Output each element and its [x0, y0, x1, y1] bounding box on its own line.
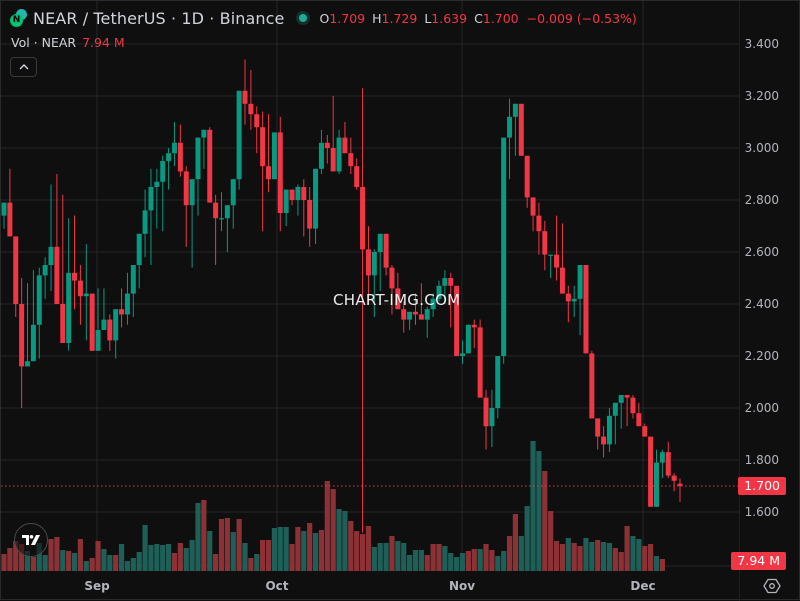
- price-tick-label: 1.600: [744, 505, 779, 519]
- tv-mark-icon: [22, 535, 40, 545]
- last-price-tag: 1.700: [738, 477, 786, 495]
- price-tick-label: 3.400: [744, 37, 779, 51]
- market-status-icon[interactable]: [296, 11, 311, 25]
- volume-value: 7.94 M: [82, 35, 125, 50]
- price-tick-label: 2.600: [744, 245, 779, 259]
- volume-legend: Vol · NEAR 7.94 M: [11, 35, 125, 50]
- high-value: 1.729: [381, 10, 418, 26]
- price-tick-label: 2.000: [744, 401, 779, 415]
- volume-bars: [1, 441, 665, 571]
- ohlc-values: O 1.709 H 1.729 L 1.639 C 1.700 −0.009 (−0.5…: [319, 11, 636, 26]
- volume-label[interactable]: Vol · NEAR: [11, 35, 77, 50]
- near-logo-icon: N: [9, 9, 27, 27]
- price-tick-label: 3.200: [744, 89, 779, 103]
- time-tick-label: Dec: [630, 579, 656, 593]
- watermark: CHART-IMG.COM: [333, 291, 461, 309]
- time-tick-label: Sep: [84, 579, 110, 593]
- price-tick-label: 1.800: [744, 453, 779, 467]
- close-value: 1.700: [482, 10, 519, 26]
- symbol-title[interactable]: NEAR / TetherUS · 1D · Binance: [33, 8, 285, 28]
- high-label: H: [372, 10, 382, 26]
- price-tick-label: 2.800: [744, 193, 779, 207]
- time-tick-label: Oct: [265, 579, 289, 593]
- settings-hex-icon: [763, 578, 781, 594]
- price-change: −0.009 (−0.53%): [526, 10, 637, 26]
- price-tick-label: 2.200: [744, 349, 779, 363]
- price-tick-label: 3.000: [744, 141, 779, 155]
- open-value: 1.709: [329, 10, 366, 26]
- chevron-up-icon: [19, 64, 28, 70]
- low-value: 1.639: [431, 10, 468, 26]
- symbol-legend: N NEAR / TetherUS · 1D · Binance O 1.709 …: [9, 8, 637, 28]
- collapse-legend-button[interactable]: [10, 57, 37, 77]
- chart-settings-button[interactable]: [763, 577, 781, 595]
- volume-tag: 7.94 M: [731, 552, 786, 570]
- time-tick-label: Nov: [448, 579, 476, 593]
- open-label: O: [319, 10, 330, 26]
- close-label: C: [474, 10, 483, 26]
- tradingview-logo-icon[interactable]: [14, 523, 48, 557]
- low-label: L: [424, 10, 432, 26]
- price-tick-label: 2.400: [744, 297, 779, 311]
- candlesticks: [1, 59, 683, 533]
